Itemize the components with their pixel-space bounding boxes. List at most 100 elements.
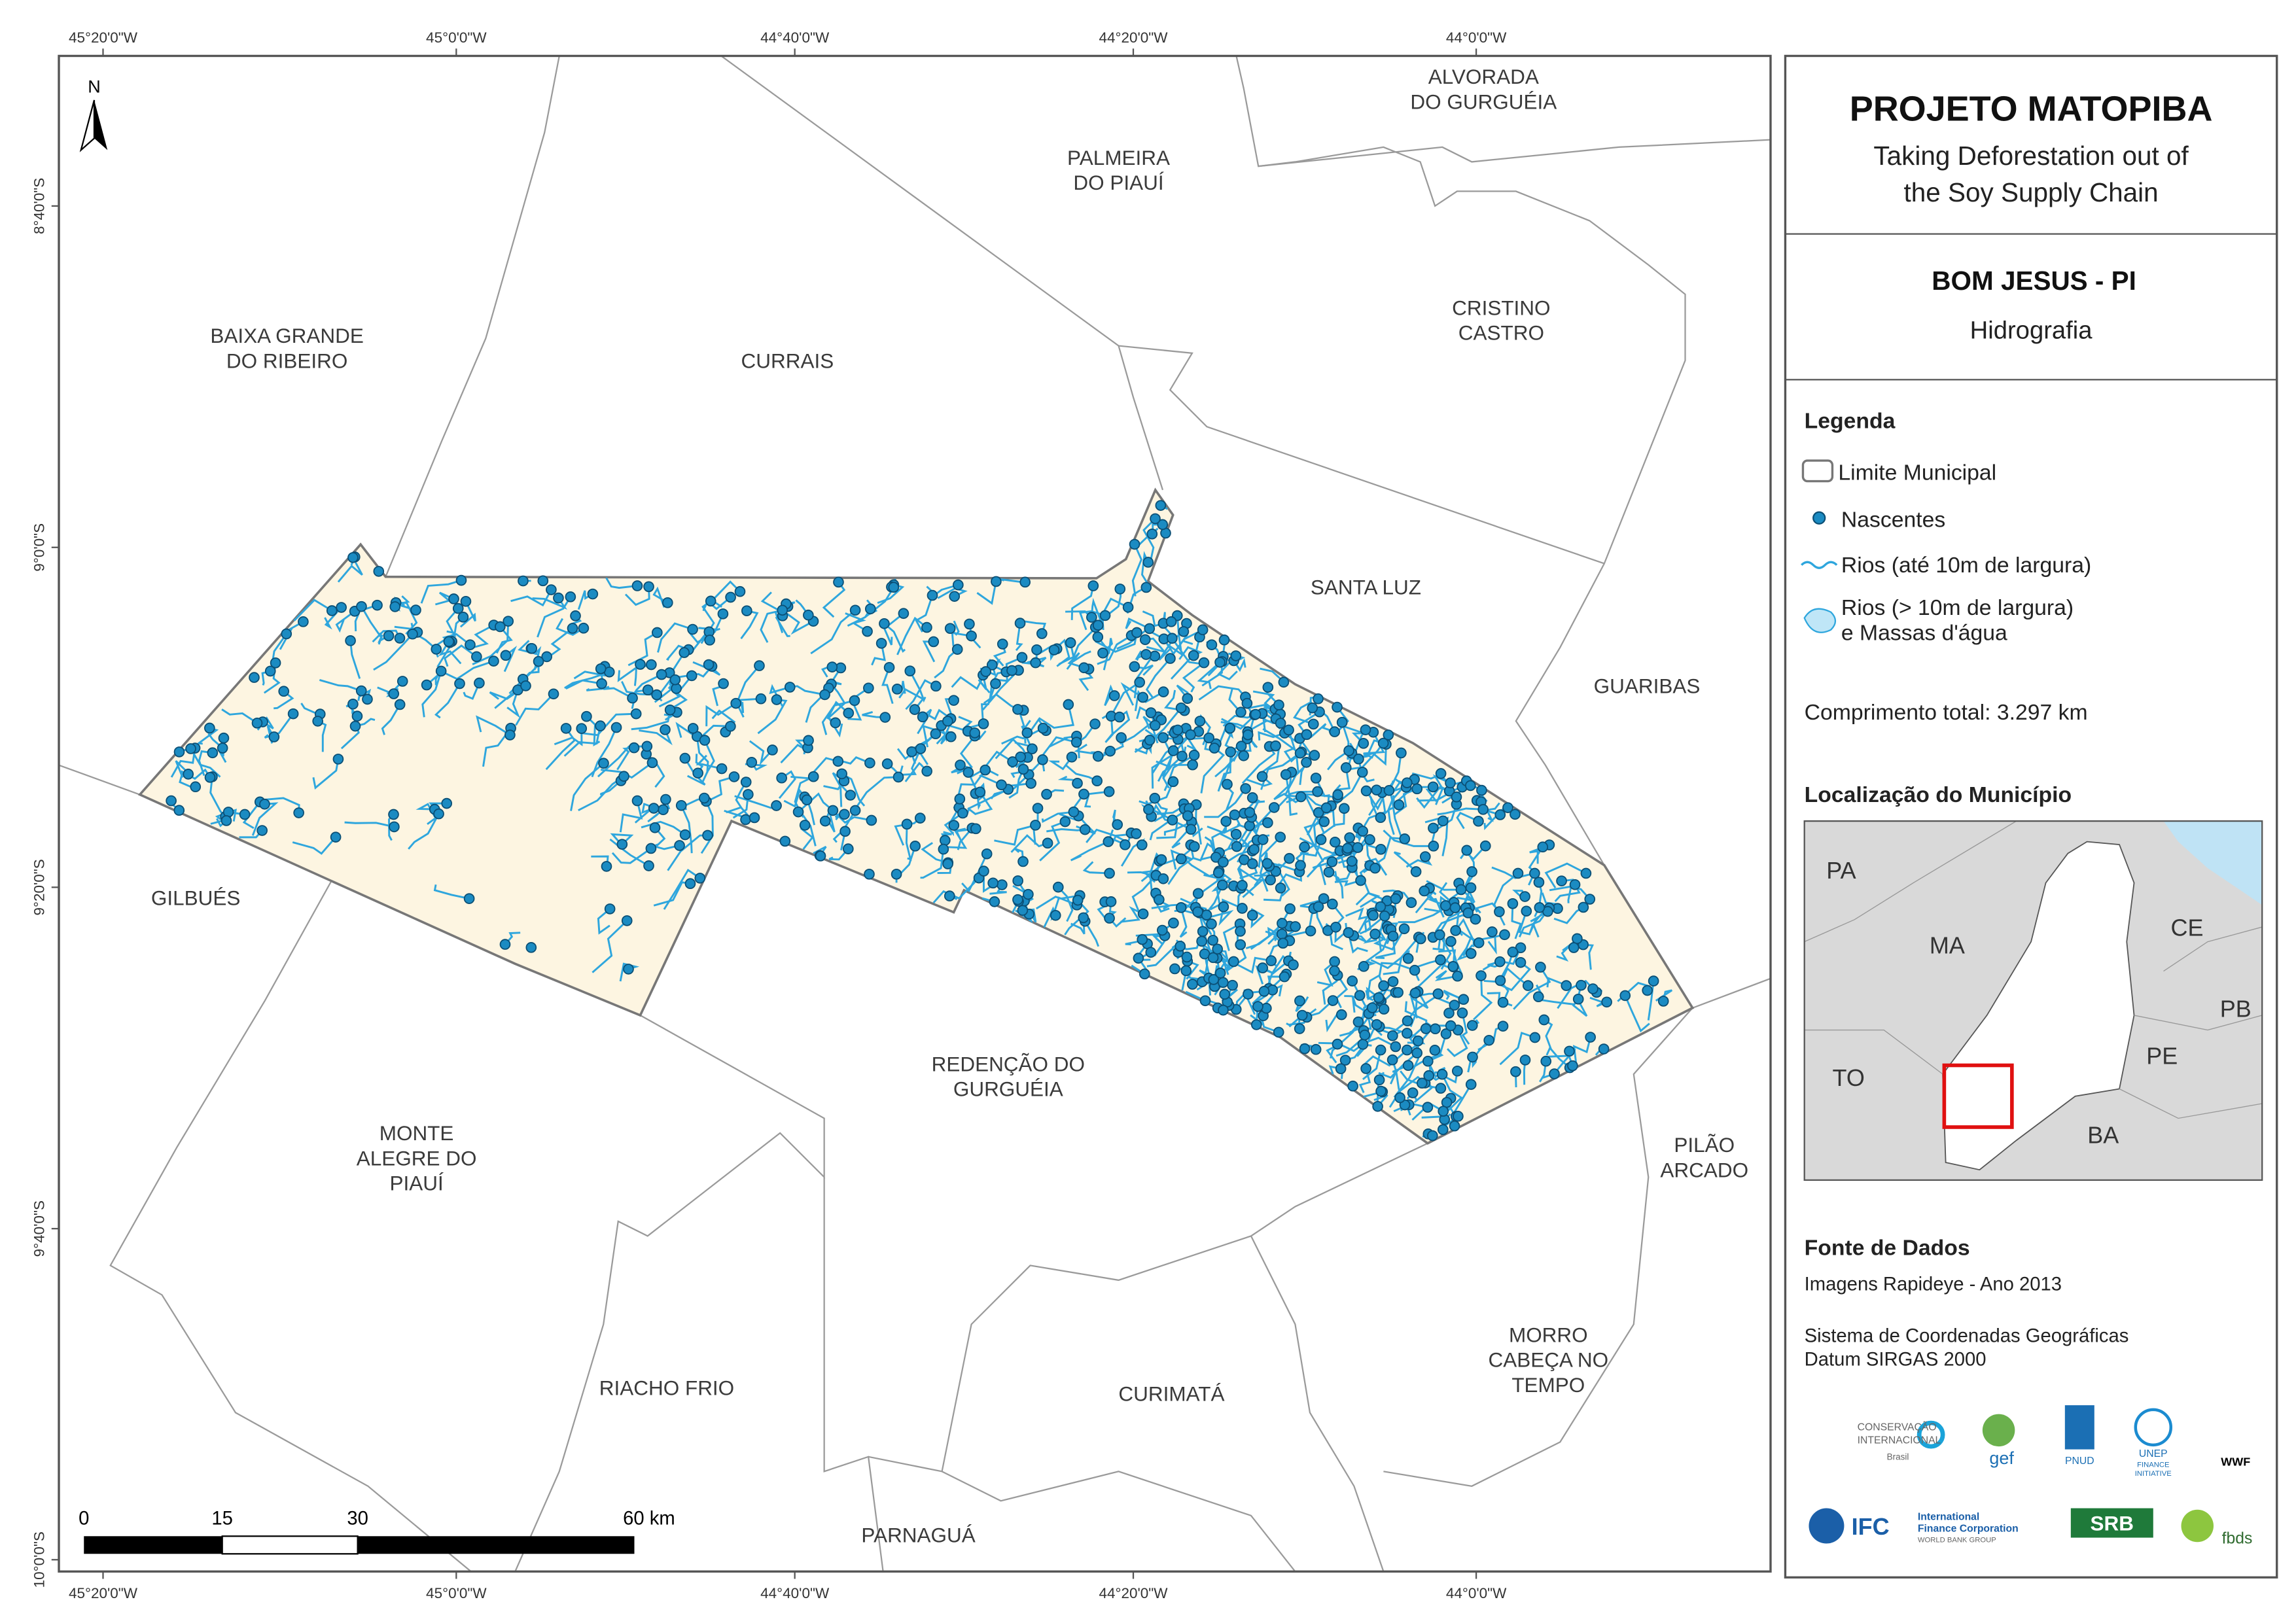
north-arrow: N — [79, 77, 108, 152]
spring — [928, 636, 940, 648]
river — [554, 728, 583, 746]
spring — [1417, 1077, 1428, 1089]
spring — [1466, 1020, 1478, 1031]
spring — [989, 896, 1000, 907]
municipality-label: RIACHO FRIO — [599, 1376, 734, 1399]
river — [446, 608, 459, 638]
spring — [1358, 738, 1369, 749]
river — [1058, 624, 1099, 665]
river — [1647, 981, 1655, 1021]
river — [711, 580, 741, 608]
spring — [1572, 993, 1584, 1005]
spring — [1585, 1032, 1596, 1043]
spring — [1092, 620, 1104, 631]
spring — [1092, 750, 1104, 762]
spring — [849, 805, 861, 816]
spring — [183, 769, 194, 780]
spring — [879, 618, 890, 629]
river — [1499, 1032, 1536, 1066]
spring — [1366, 1002, 1378, 1013]
spring — [1432, 988, 1444, 1000]
river — [1375, 935, 1396, 959]
spring — [1435, 1083, 1447, 1094]
spring — [898, 608, 910, 620]
spring — [553, 592, 564, 604]
spring — [388, 809, 399, 820]
coord-label: 9°20'0"S — [31, 859, 48, 915]
label-line: BAIXA GRANDE — [210, 324, 363, 347]
north-label: N — [88, 77, 101, 97]
spring — [1402, 1044, 1413, 1056]
legend-symbol-river — [1801, 561, 1838, 569]
spring — [1371, 1019, 1383, 1030]
panel-subtitle: Taking Deforestation out of — [1873, 141, 2189, 171]
river — [354, 604, 378, 632]
spring — [546, 584, 557, 595]
spring — [839, 826, 851, 837]
label-line: RIACHO FRIO — [599, 1376, 734, 1399]
spring — [1021, 727, 1033, 739]
spring — [1275, 882, 1286, 894]
spring — [1497, 1021, 1509, 1032]
spring — [1265, 955, 1277, 966]
river — [1171, 637, 1200, 665]
spring — [1256, 771, 1268, 782]
source: Imagens Rapideye - Ano 2013 — [1805, 1274, 2062, 1295]
spring — [1025, 778, 1037, 789]
river — [1195, 805, 1202, 845]
spring — [1313, 901, 1324, 913]
spring — [1273, 699, 1284, 710]
spring — [792, 806, 804, 818]
spring — [930, 680, 942, 692]
river — [944, 812, 964, 837]
spring — [1335, 1063, 1347, 1075]
spring — [1373, 992, 1385, 1003]
spring — [270, 657, 281, 669]
spring — [740, 777, 752, 788]
logo-mark — [1982, 1414, 2015, 1447]
spring — [570, 610, 581, 621]
spring — [687, 723, 699, 734]
spring — [1150, 513, 1161, 525]
spring — [1358, 961, 1369, 972]
side-panel: PROJETO MATOPIBA Taking Deforestation ou… — [1784, 54, 2278, 1579]
spring — [1157, 686, 1169, 697]
river — [1333, 767, 1351, 792]
spring — [1169, 963, 1180, 975]
spring — [173, 746, 185, 758]
river — [335, 610, 355, 633]
spring — [1307, 702, 1318, 714]
spring — [1012, 894, 1023, 905]
spring — [1192, 906, 1203, 918]
spring — [1122, 601, 1134, 613]
spring — [1189, 841, 1200, 852]
spring — [207, 747, 219, 759]
spring — [1440, 1028, 1452, 1039]
spring — [443, 636, 455, 648]
river — [978, 674, 991, 693]
spring — [349, 720, 361, 732]
boundary — [1383, 1007, 1693, 1487]
boundary — [1250, 1235, 1385, 1572]
spring — [1465, 780, 1476, 792]
spring — [1529, 1032, 1541, 1043]
spring — [1409, 987, 1421, 999]
river — [967, 772, 981, 811]
spring — [1494, 956, 1506, 968]
spring — [218, 732, 230, 744]
spring — [643, 581, 654, 593]
spring — [1145, 947, 1157, 958]
river — [1157, 755, 1183, 782]
river — [1358, 1068, 1371, 1093]
spring — [692, 767, 703, 779]
spring — [471, 651, 482, 663]
legend-symbol-spring — [1812, 511, 1826, 525]
spring — [1532, 991, 1544, 1003]
spring — [1419, 851, 1431, 862]
spring — [1197, 624, 1209, 636]
river — [1561, 879, 1574, 903]
spring — [1497, 996, 1509, 1008]
spring — [771, 694, 783, 705]
river — [1491, 866, 1535, 879]
spring — [1372, 1100, 1383, 1112]
